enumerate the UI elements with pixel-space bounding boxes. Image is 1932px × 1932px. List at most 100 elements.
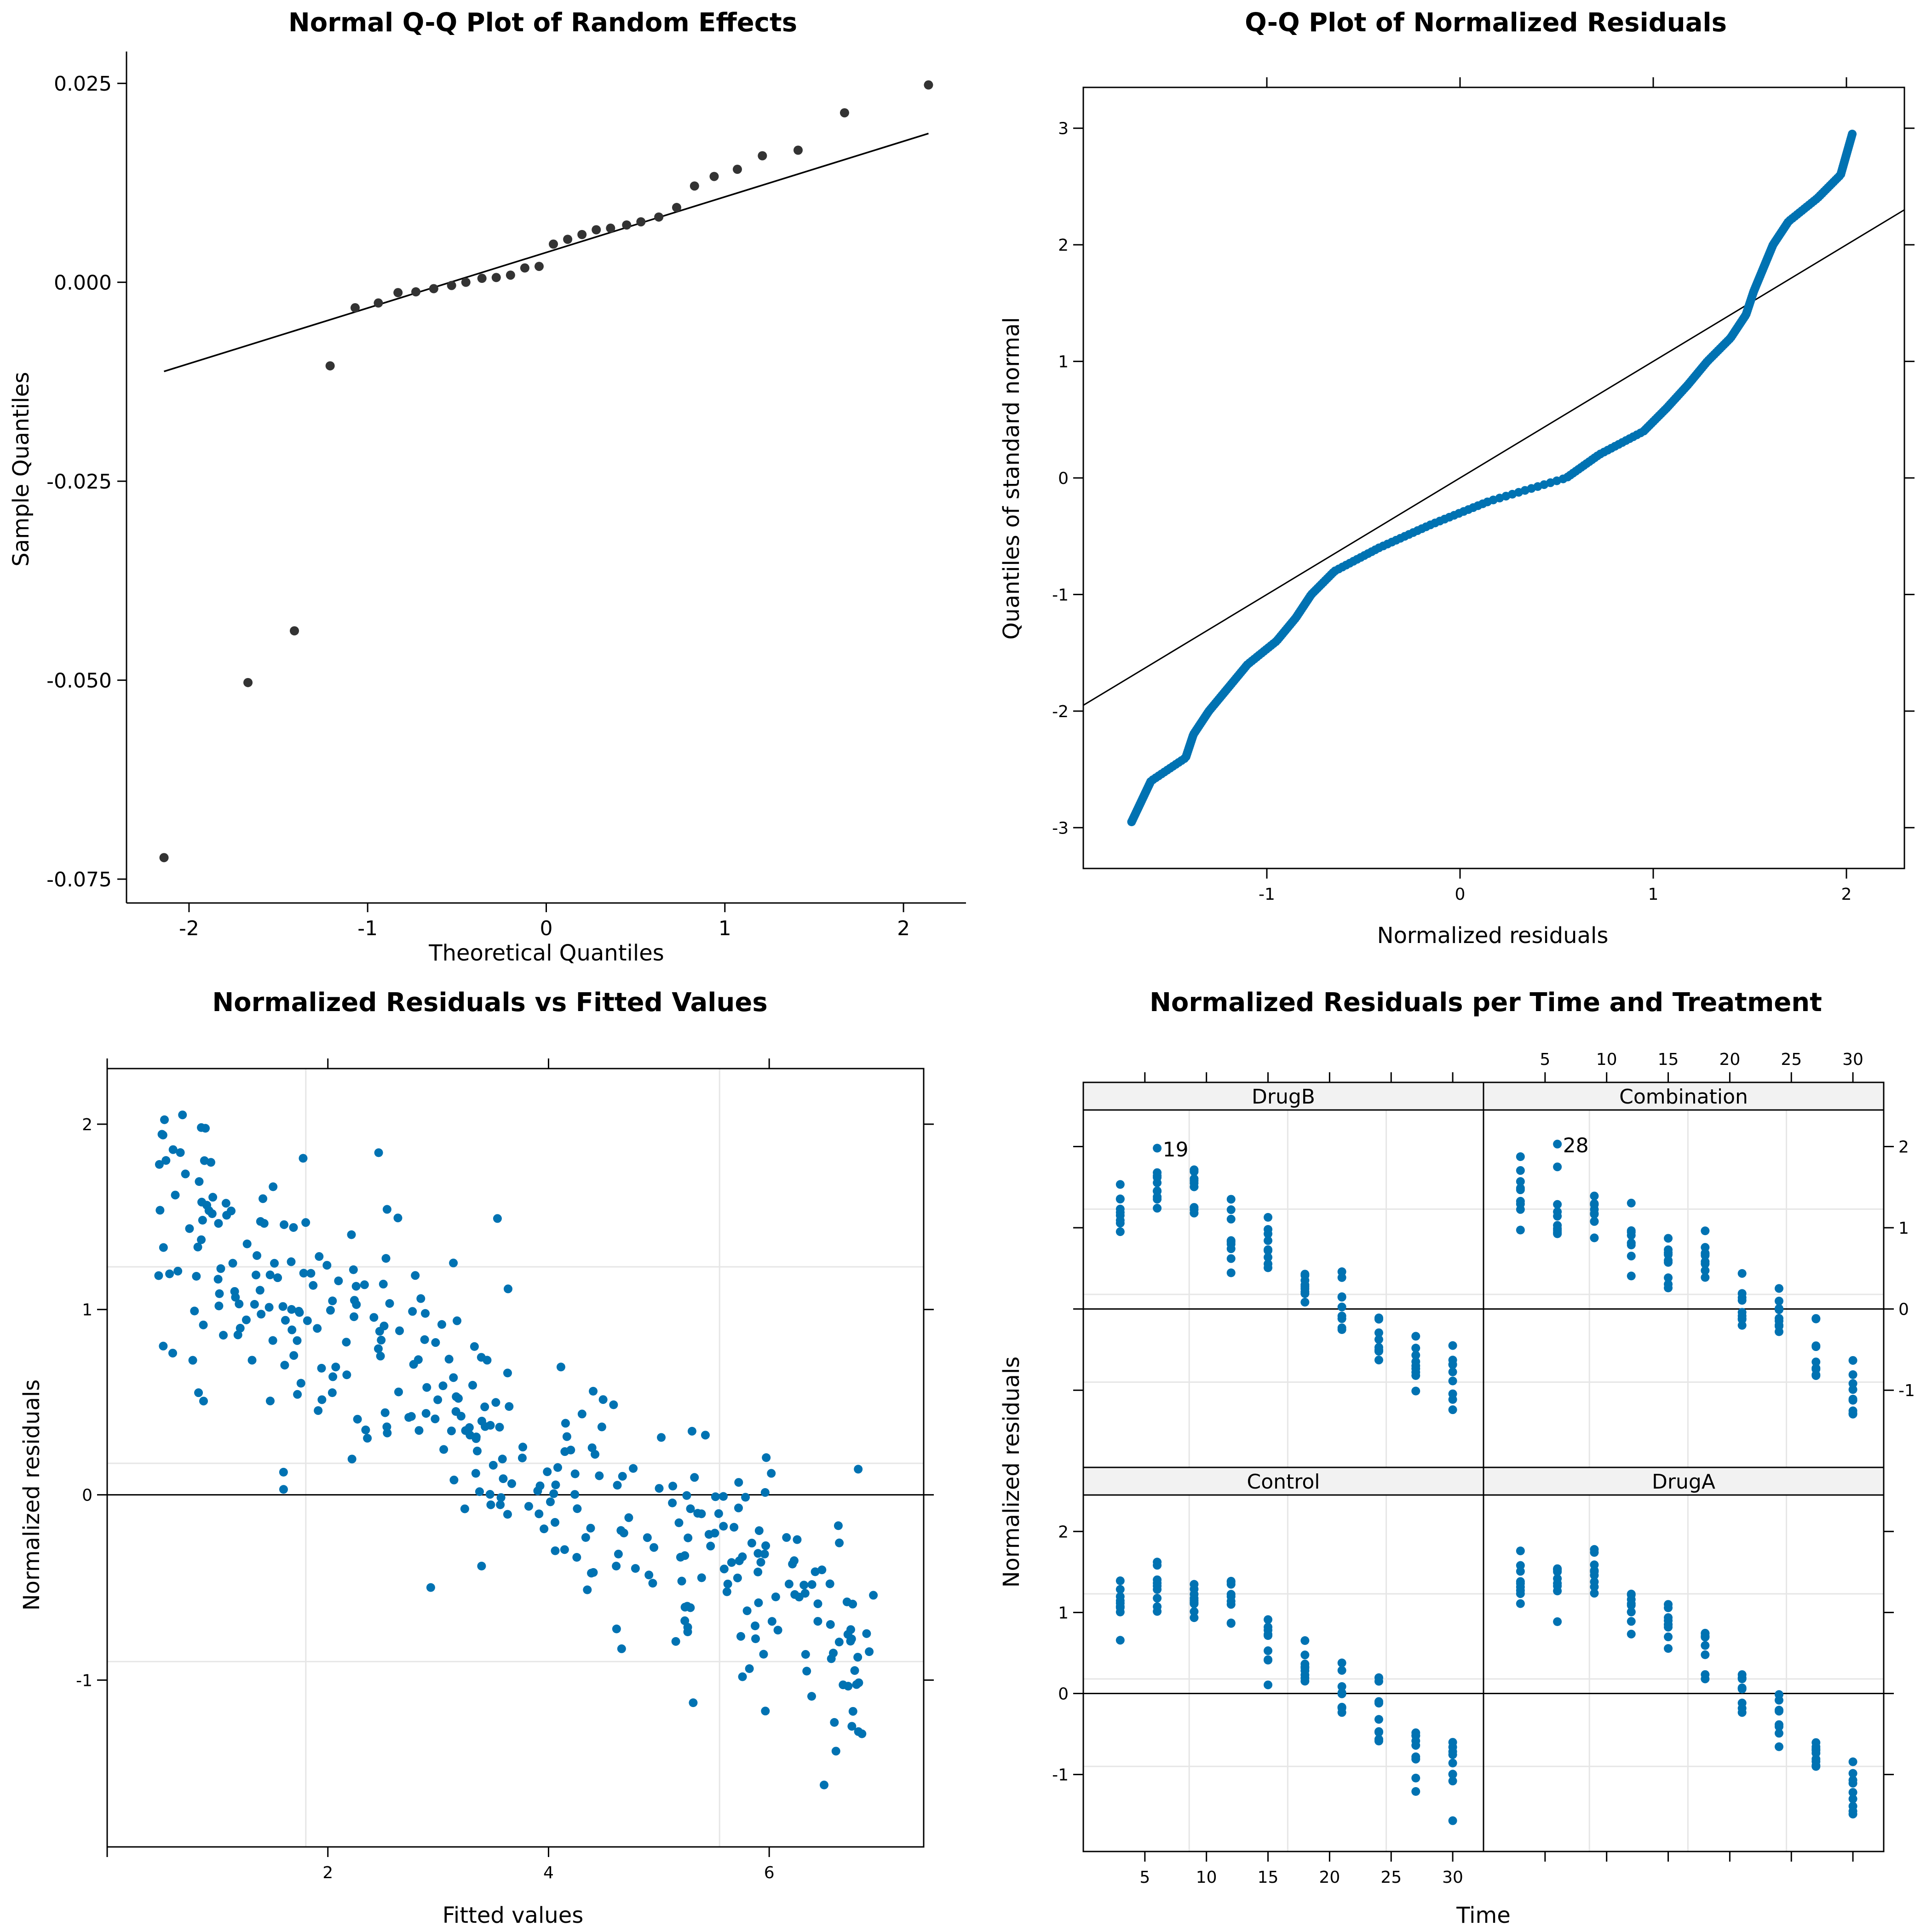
qq-point xyxy=(447,281,456,290)
residual-point xyxy=(687,1426,696,1436)
residual-point xyxy=(1226,1580,1236,1589)
residual-point xyxy=(1337,1292,1346,1301)
residual-point xyxy=(1337,1703,1346,1712)
qq-point xyxy=(325,361,335,371)
x-tick-label: 0 xyxy=(1455,885,1466,904)
residual-point xyxy=(264,1303,274,1312)
residual-point xyxy=(1590,1567,1599,1576)
residual-point xyxy=(353,1414,362,1424)
y-tick-label: -0.075 xyxy=(46,868,112,891)
residual-point xyxy=(461,1426,470,1435)
residual-point xyxy=(293,1336,302,1345)
residual-point xyxy=(1300,1636,1310,1645)
residual-point xyxy=(1811,1371,1821,1380)
residual-point xyxy=(1627,1252,1636,1261)
residual-point xyxy=(826,1620,835,1629)
panel2-axes: -1 0 1 2 -3 -2 -1 0 1 2 3 xyxy=(1052,77,1915,904)
residual-point xyxy=(247,1356,257,1365)
residual-point xyxy=(704,1530,713,1539)
residual-point xyxy=(369,1313,379,1322)
residual-point xyxy=(349,1265,358,1274)
residual-point xyxy=(1226,1237,1236,1247)
qq-point xyxy=(654,212,664,222)
residual-point xyxy=(168,1145,178,1154)
residual-point xyxy=(395,1326,404,1335)
residual-point xyxy=(612,1562,621,1571)
residual-point xyxy=(825,1579,834,1588)
residual-point xyxy=(219,1331,228,1340)
residual-point xyxy=(1300,1663,1310,1673)
residual-point xyxy=(1411,1351,1420,1360)
residual-point xyxy=(1448,1360,1457,1369)
y-tick-label: 2 xyxy=(1058,1523,1069,1541)
y-tick-label: 1 xyxy=(1058,1604,1069,1622)
residual-point xyxy=(1411,1364,1420,1373)
residual-point xyxy=(589,1568,598,1577)
residual-point xyxy=(1300,1650,1310,1660)
residual-point xyxy=(181,1169,190,1179)
residual-point xyxy=(1627,1271,1636,1281)
residual-point xyxy=(793,1535,802,1544)
panel4-points: 19 28 xyxy=(1116,1134,1857,1825)
qq-point xyxy=(794,145,803,155)
residual-point xyxy=(1300,1298,1310,1307)
residual-point xyxy=(551,1546,560,1555)
y-tick-label: -3 xyxy=(1052,819,1069,838)
residual-point xyxy=(301,1218,310,1227)
qq-point xyxy=(429,284,438,293)
panel3-ylabel: Normalized residuals xyxy=(19,1380,45,1611)
residual-point xyxy=(1264,1229,1273,1238)
residual-point xyxy=(1264,1245,1273,1254)
residual-point xyxy=(1337,1323,1346,1333)
qq-point xyxy=(159,853,169,862)
residual-point xyxy=(1516,1225,1525,1235)
residual-point xyxy=(1226,1244,1236,1254)
residual-point xyxy=(439,1445,448,1454)
residual-point xyxy=(279,1467,288,1477)
residual-point xyxy=(449,1373,458,1382)
residual-point xyxy=(834,1638,844,1647)
panel2-title: Q-Q Plot of Normalized Residuals xyxy=(1245,8,1727,38)
residual-point xyxy=(1737,1698,1747,1708)
residual-point xyxy=(540,1524,549,1534)
residual-point xyxy=(1627,1238,1636,1248)
y-tick-label: 2 xyxy=(1058,236,1069,255)
residual-point xyxy=(839,1680,848,1690)
residual-point xyxy=(293,1390,302,1399)
x-tick-label: 1 xyxy=(719,917,731,940)
residual-point xyxy=(668,1498,677,1507)
residual-point xyxy=(1190,1590,1199,1599)
x-tick-label-top: 5 xyxy=(1540,1050,1550,1069)
qq-point xyxy=(690,181,699,191)
outlier-label: 19 xyxy=(1163,1138,1189,1162)
outlier-label: 28 xyxy=(1563,1134,1589,1157)
residual-point xyxy=(1701,1226,1710,1236)
residual-point xyxy=(198,1216,207,1225)
residual-point xyxy=(1590,1560,1599,1570)
residual-point xyxy=(865,1647,874,1656)
residual-point xyxy=(572,1553,581,1562)
residual-point xyxy=(1337,1689,1346,1698)
qq-point xyxy=(672,203,681,213)
residual-point xyxy=(1448,1750,1457,1760)
residual-point xyxy=(259,1194,268,1203)
residual-point xyxy=(706,1541,715,1551)
residual-point xyxy=(498,1455,507,1464)
x-tick-label-top: 25 xyxy=(1781,1050,1802,1069)
residual-point xyxy=(233,1330,242,1340)
residual-point xyxy=(472,1434,481,1443)
residual-point xyxy=(551,1480,560,1489)
facet-strip-label: DrugA xyxy=(1652,1470,1715,1494)
y-tick-label: -1 xyxy=(1052,1766,1069,1785)
residual-point xyxy=(1374,1715,1383,1724)
residual-point xyxy=(535,1509,544,1518)
residual-point xyxy=(1153,1187,1162,1196)
panel-residuals-vs-fitted: Normalized Residuals vs Fitted Values 2 4… xyxy=(19,988,934,1928)
residual-point xyxy=(507,1479,516,1488)
qq-point xyxy=(709,172,719,181)
residual-point xyxy=(834,1521,843,1530)
residual-point xyxy=(756,1558,765,1567)
y-tick-label-right: 1 xyxy=(1898,1219,1909,1238)
residual-point xyxy=(195,1177,204,1186)
residual-point xyxy=(471,1469,480,1478)
